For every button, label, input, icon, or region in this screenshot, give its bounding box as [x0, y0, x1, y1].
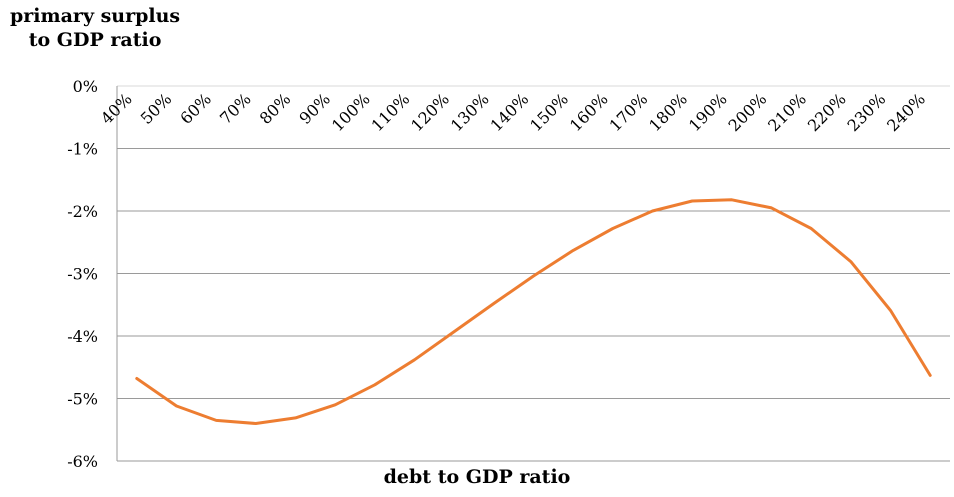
x-tick-label: 120%: [407, 89, 453, 135]
x-tick-label: 160%: [566, 89, 612, 135]
x-tick-label: 50%: [137, 89, 176, 128]
gridlines: [116, 85, 950, 462]
y-tick-label: -2%: [67, 202, 98, 221]
x-tick-label: 180%: [645, 89, 691, 135]
y-tick-label: 0%: [73, 77, 98, 96]
y-tick-label: -5%: [67, 390, 98, 409]
x-tick-labels: 40% 50% 60% 70% 80% 90%100%110%120%130%140%15…: [97, 89, 929, 135]
x-tick-label: 100%: [328, 89, 374, 135]
y-axis-title: primary surplus to GDP ratio: [10, 5, 181, 51]
x-tick-label: 190%: [685, 89, 731, 135]
x-tick-label: 230%: [844, 89, 890, 135]
x-tick-label: 240%: [883, 89, 929, 135]
x-tick-label: 80%: [256, 89, 295, 128]
x-tick-label: 170%: [606, 89, 652, 135]
x-tick-label: 60%: [176, 89, 215, 128]
series-lines: [135, 198, 932, 425]
y-tick-label: -3%: [67, 265, 98, 284]
y-tick-labels: 0% -1% -2% -3% -4% -5% -6%: [67, 77, 98, 471]
y-tick-label: -6%: [67, 452, 98, 471]
x-tick-label: 150%: [526, 89, 572, 135]
x-tick-label: 130%: [447, 89, 493, 135]
y-tick-label: -1%: [67, 140, 98, 159]
x-tick-label: 210%: [764, 89, 810, 135]
x-tick-label: 200%: [725, 89, 771, 135]
x-tick-label: 140%: [487, 89, 533, 135]
x-tick-label: 110%: [368, 89, 414, 135]
y-tick-label: -4%: [67, 327, 98, 346]
x-tick-label: 40%: [97, 89, 136, 128]
x-tick-label: 70%: [216, 89, 255, 128]
x-axis-title: debt to GDP ratio: [383, 466, 571, 488]
x-tick-label: 220%: [804, 89, 850, 135]
series-line: [135, 198, 932, 425]
